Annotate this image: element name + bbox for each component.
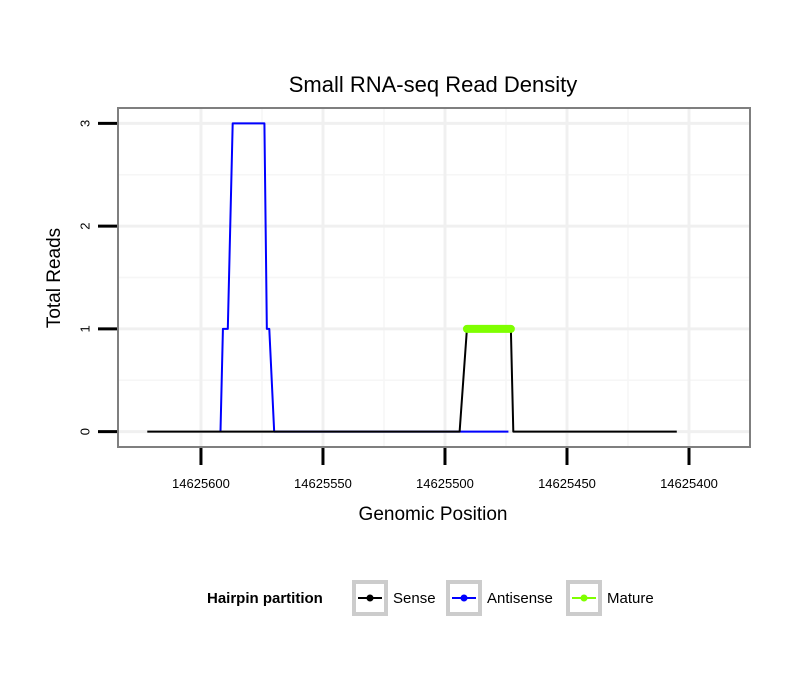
legend-label-mature: Mature: [607, 590, 654, 607]
legend-key-point: [460, 594, 468, 602]
x-tick-label: 14625400: [660, 476, 718, 491]
legend-key-point: [366, 594, 374, 602]
legend: Hairpin partition Sense Antisense Mature: [207, 580, 654, 616]
legend-label-sense: Sense: [393, 590, 436, 607]
x-axis-label: Genomic Position: [359, 504, 508, 525]
legend-title: Hairpin partition: [207, 590, 323, 607]
y-tick-label: 0: [78, 428, 93, 435]
y-tick-label: 1: [78, 325, 93, 332]
y-axis-label: Total Reads: [44, 228, 65, 328]
y-tick-label: 3: [78, 120, 93, 127]
legend-label-antisense: Antisense: [487, 590, 553, 607]
y-tick-label: 2: [78, 223, 93, 230]
legend-key-point: [580, 594, 588, 602]
x-tick-label: 14625550: [294, 476, 352, 491]
plot-border: [117, 107, 751, 448]
data-series: [147, 122, 677, 433]
chart-title: Small RNA-seq Read Density: [289, 72, 578, 97]
y-axis: 0 1 2 3: [78, 120, 117, 435]
x-tick-label: 14625500: [416, 476, 474, 491]
x-axis: 14625600 14625550 14625500 14625450 14625400: [172, 448, 718, 491]
x-tick-label: 14625600: [172, 476, 230, 491]
x-tick-label: 14625450: [538, 476, 596, 491]
